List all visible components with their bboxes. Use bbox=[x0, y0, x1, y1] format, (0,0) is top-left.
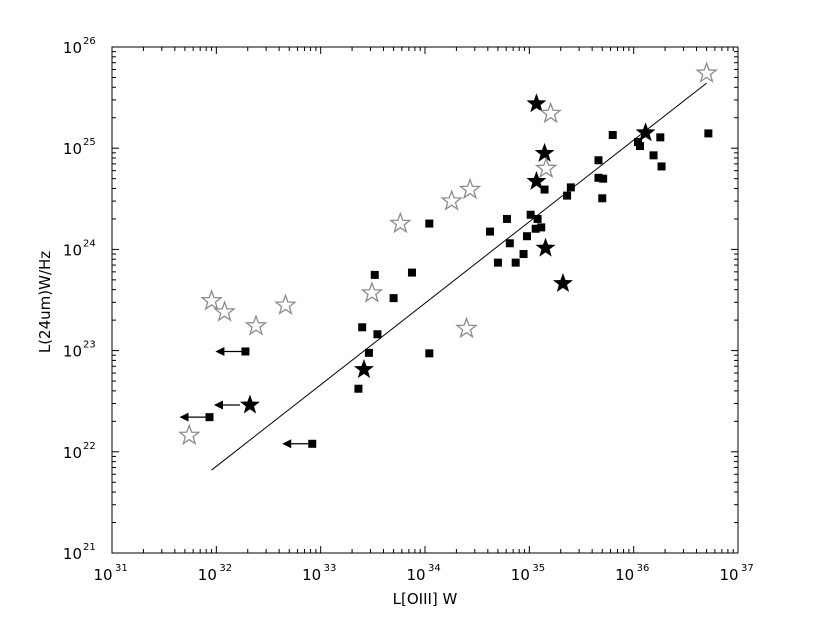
square-marker bbox=[566, 183, 575, 192]
y-tick-label: 10 bbox=[63, 140, 82, 158]
square-marker bbox=[354, 384, 363, 393]
x-tick-exponent: 34 bbox=[428, 563, 441, 574]
x-tick-label: 10 bbox=[198, 566, 217, 584]
filled-star-marker bbox=[534, 142, 555, 162]
filled-star-marker bbox=[635, 122, 656, 142]
x-tick-exponent: 32 bbox=[219, 563, 232, 574]
x-tick-exponent: 36 bbox=[637, 563, 650, 574]
square-marker bbox=[205, 413, 214, 422]
open-star-marker bbox=[200, 288, 223, 311]
x-tick-exponent: 31 bbox=[115, 563, 128, 574]
square-marker bbox=[594, 156, 603, 165]
square-marker bbox=[493, 258, 502, 267]
square-marker bbox=[533, 214, 542, 223]
open-star-marker bbox=[539, 101, 562, 124]
open-star-marker bbox=[213, 300, 236, 322]
open-star-marker bbox=[534, 156, 558, 179]
x-tick-label: 10 bbox=[615, 566, 634, 584]
square-marker bbox=[364, 348, 373, 357]
y-tick-exponent: 24 bbox=[83, 238, 96, 249]
square-marker bbox=[511, 258, 520, 267]
axis-ticks bbox=[111, 46, 739, 554]
open-star-marker bbox=[177, 423, 201, 446]
x-tick-label: 10 bbox=[511, 566, 530, 584]
square-marker bbox=[486, 227, 495, 236]
open-star-marker bbox=[440, 189, 463, 211]
square-marker bbox=[407, 268, 416, 277]
square-marker bbox=[370, 270, 379, 279]
fit-line-group bbox=[211, 82, 707, 471]
square-marker bbox=[505, 239, 514, 248]
square-marker bbox=[502, 214, 511, 223]
square-marker bbox=[608, 131, 617, 140]
y-tick-label: 10 bbox=[63, 444, 82, 462]
x-tick-exponent: 37 bbox=[741, 563, 754, 574]
y-tick-exponent: 22 bbox=[83, 441, 96, 452]
square-marker bbox=[373, 330, 382, 339]
x-tick-label: 10 bbox=[302, 566, 321, 584]
y-tick-label: 10 bbox=[63, 545, 82, 563]
y-tick-label: 10 bbox=[63, 39, 82, 57]
filled-star-marker bbox=[552, 273, 573, 293]
square-marker bbox=[599, 174, 608, 183]
square-marker bbox=[308, 439, 317, 448]
square-marker bbox=[519, 250, 528, 259]
x-axis-label: L[OIII] W bbox=[393, 590, 458, 608]
filled-star-marker bbox=[526, 170, 547, 190]
open-star-marker bbox=[695, 61, 718, 83]
square-marker bbox=[389, 294, 398, 303]
open-star-marker bbox=[360, 281, 384, 303]
y-tick-exponent: 25 bbox=[83, 137, 96, 148]
square-marker bbox=[531, 224, 540, 233]
square-marker bbox=[540, 185, 549, 194]
open-star-marker bbox=[455, 316, 478, 339]
upper-limit-arrow-head bbox=[215, 346, 225, 356]
y-tick-label: 10 bbox=[63, 241, 82, 259]
square-marker bbox=[563, 191, 572, 200]
y-axis-label: L(24um)W/Hz bbox=[36, 251, 54, 353]
x-tick-exponent: 35 bbox=[532, 563, 545, 574]
square-marker bbox=[425, 219, 434, 228]
square-marker bbox=[656, 133, 665, 142]
open-star-marker bbox=[244, 314, 268, 336]
y-tick-exponent: 21 bbox=[83, 542, 96, 553]
square-marker bbox=[537, 223, 546, 232]
y-tick-exponent: 26 bbox=[83, 36, 96, 47]
x-tick-label: 10 bbox=[93, 566, 112, 584]
filled-star-marker bbox=[239, 394, 260, 414]
square-marker bbox=[704, 129, 713, 138]
x-tick-exponent: 33 bbox=[324, 563, 337, 574]
square-marker bbox=[523, 232, 532, 241]
square-marker bbox=[358, 323, 367, 332]
open-star-marker bbox=[458, 177, 482, 200]
filled-star-marker bbox=[535, 237, 556, 257]
square-marker bbox=[598, 194, 607, 203]
data-points bbox=[177, 61, 718, 449]
x-tick-label: 10 bbox=[719, 566, 738, 584]
y-tick-label: 10 bbox=[63, 343, 82, 361]
square-marker bbox=[649, 151, 658, 160]
fit-line bbox=[211, 82, 707, 471]
square-marker bbox=[526, 210, 535, 219]
filled-star-marker bbox=[526, 93, 547, 113]
square-marker bbox=[635, 142, 644, 151]
square-marker bbox=[594, 173, 603, 182]
upper-limit-arrow-head bbox=[282, 439, 292, 449]
square-marker bbox=[241, 347, 250, 356]
square-marker bbox=[425, 349, 434, 358]
open-star-marker bbox=[388, 211, 412, 234]
upper-limit-arrow-head bbox=[213, 400, 223, 410]
filled-star-marker bbox=[353, 359, 374, 379]
open-star-marker bbox=[274, 293, 297, 315]
square-marker bbox=[657, 162, 666, 171]
upper-limit-arrow-head bbox=[179, 412, 189, 422]
y-tick-exponent: 23 bbox=[83, 340, 96, 351]
x-tick-label: 10 bbox=[406, 566, 425, 584]
